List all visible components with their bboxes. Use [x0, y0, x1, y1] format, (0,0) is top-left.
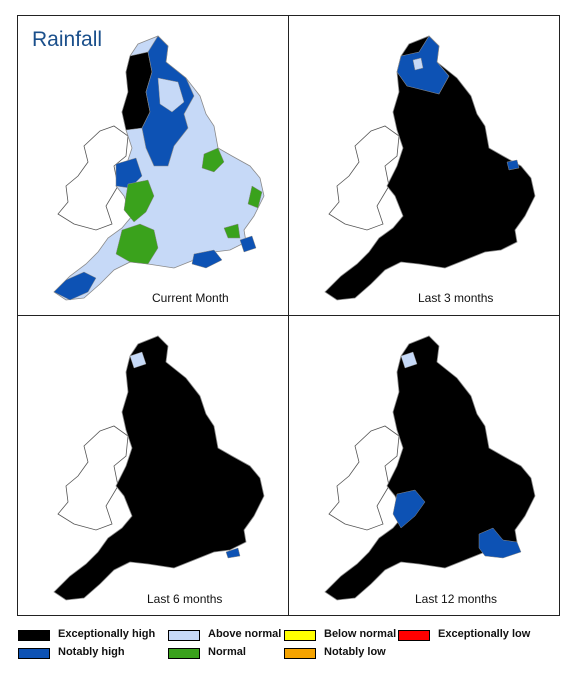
legend-swatch [398, 630, 430, 641]
panel-last-3-months: Last 3 months [289, 16, 559, 316]
region-notably-high-south-east [225, 547, 241, 559]
map-current-month [53, 35, 265, 301]
legend-item-below-normal: Below normal [284, 628, 404, 644]
panel-current-month: Rainfall Current Month [18, 16, 289, 316]
region-normal-west-midlands [123, 179, 155, 223]
caption-last-3-months: Last 3 months [418, 291, 494, 305]
legend-label: Below normal [324, 628, 397, 640]
legend-label: Exceptionally low [438, 628, 531, 640]
region-above-normal-north [157, 77, 185, 113]
legend-item-above-normal: Above normal [168, 628, 288, 644]
map-title: Rainfall [32, 28, 103, 51]
region-notably-high-west [392, 489, 426, 529]
region-normal-south-west [115, 223, 159, 265]
region-notably-high-south-east [478, 527, 522, 559]
legend-swatch [18, 648, 50, 659]
region-normal-east-coast [247, 185, 263, 209]
legend-label: Notably high [58, 646, 125, 658]
legend-swatch [168, 648, 200, 659]
legend: Exceptionally high Notably high Above no… [18, 628, 558, 664]
legend-label: Normal [208, 646, 246, 658]
region-above-normal-north [400, 351, 418, 369]
legend-item-exceptionally-low: Exceptionally low [398, 628, 548, 644]
region-notably-high-west [115, 157, 143, 189]
england-region [324, 35, 536, 301]
caption-last-6-months: Last 6 months [147, 592, 223, 606]
legend-swatch [284, 630, 316, 641]
caption-current-month: Current Month [152, 291, 229, 305]
region-notably-high-south [191, 249, 223, 269]
region-above-normal-north [129, 351, 147, 369]
panel-last-12-months: Last 12 months [289, 316, 559, 615]
region-above-normal-north [412, 57, 424, 71]
legend-label: Notably low [324, 646, 386, 658]
legend-swatch [168, 630, 200, 641]
legend-swatch [18, 630, 50, 641]
region-notably-high-cornwall [53, 271, 97, 301]
map-grid: Rainfall Current Month Last 3 months Las… [17, 15, 560, 616]
region-notably-high-north [396, 35, 450, 95]
region-notably-high-kent [239, 235, 257, 253]
legend-item-normal: Normal [168, 646, 288, 662]
legend-swatch [284, 648, 316, 659]
wales-outline [328, 425, 400, 531]
region-normal-east [201, 147, 225, 173]
map-last-6-months [53, 335, 265, 601]
region-normal-south-east [223, 223, 241, 239]
legend-label: Above normal [208, 628, 282, 640]
legend-item-notably-low: Notably low [284, 646, 404, 662]
map-last-12-months [324, 335, 536, 601]
legend-label: Exceptionally high [58, 628, 156, 640]
panel-last-6-months: Last 6 months [18, 316, 289, 615]
legend-item-notably-high: Notably high [18, 646, 178, 662]
wales-outline [57, 125, 129, 231]
legend-item-exceptionally-high: Exceptionally high [18, 628, 178, 644]
region-notably-high-east [506, 159, 520, 171]
wales-outline [328, 125, 400, 231]
wales-outline [57, 425, 129, 531]
england-region [53, 335, 265, 601]
map-last-3-months [324, 35, 536, 301]
caption-last-12-months: Last 12 months [415, 592, 498, 606]
